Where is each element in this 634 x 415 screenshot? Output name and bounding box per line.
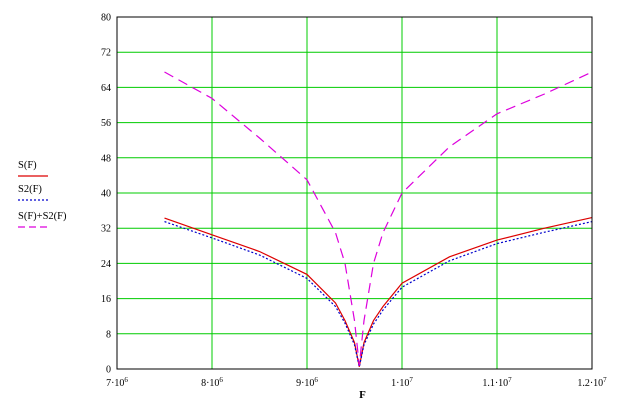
y-tick-labels: 0 8 16 24 32 40 48 56 64 72 80 (101, 13, 111, 376)
series-group (164, 71, 593, 367)
legend-label: S2(F) (18, 184, 42, 195)
x-tick-label: 7·106 (106, 376, 128, 389)
plot-frame (116, 16, 593, 370)
legend-label: S(F)+S2(F) (18, 211, 67, 222)
x-tick-label: 9·106 (296, 376, 318, 389)
y-tick-label: 32 (101, 224, 111, 235)
y-tick-label: 16 (101, 294, 111, 305)
x-tick-label: 1.1·107 (482, 376, 512, 389)
x-tick-label: 8·106 (201, 376, 223, 389)
series-line (164, 221, 593, 367)
grid (116, 16, 593, 370)
y-tick-label: 80 (101, 13, 111, 24)
x-axis-label: F (359, 389, 366, 401)
legend: S(F) S2(F) S(F)+S2(F) (18, 160, 67, 228)
series-line (164, 71, 593, 366)
x-tick-label: 1.2·107 (577, 376, 607, 389)
y-tick-label: 40 (101, 189, 111, 200)
x-tick-label: 1·107 (391, 376, 413, 389)
y-tick-label: 64 (101, 83, 111, 94)
series-line (164, 217, 593, 367)
x-tick-labels: 7·106 8·106 9·106 1·107 1.1·107 1.2·107 (106, 376, 607, 389)
y-tick-label: 48 (101, 153, 111, 164)
y-tick-label: 56 (101, 118, 111, 129)
y-tick-label: 0 (106, 365, 111, 376)
y-tick-label: 72 (101, 48, 111, 59)
legend-label: S(F) (18, 160, 37, 171)
y-tick-label: 8 (106, 329, 111, 340)
y-tick-label: 24 (101, 259, 111, 270)
